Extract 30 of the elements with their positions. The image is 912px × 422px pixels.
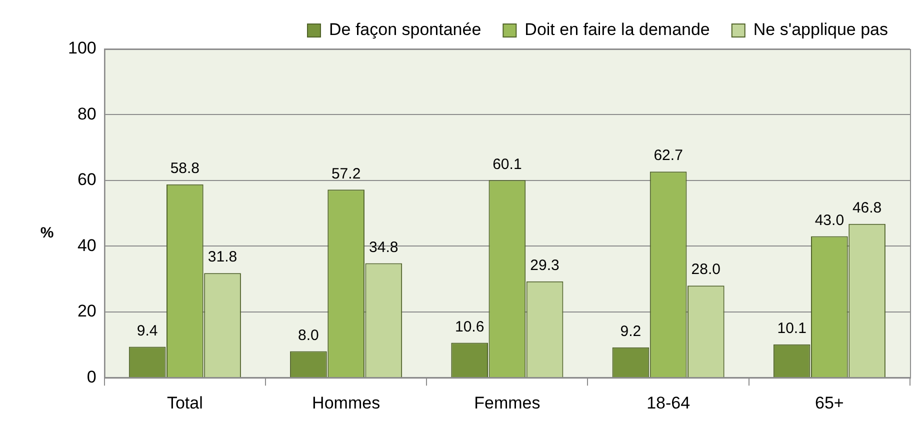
y-tick-label: 0 xyxy=(86,367,96,386)
legend-label: Ne s'applique pas xyxy=(753,20,888,40)
data-label: 43.0 xyxy=(814,212,844,229)
y-tick-label: 80 xyxy=(77,104,96,124)
data-label: 31.8 xyxy=(208,248,238,266)
legend-label: Doit en faire la demande xyxy=(524,20,710,40)
x-tick-label: Femmes xyxy=(474,393,540,412)
data-label: 8.0 xyxy=(298,326,319,344)
x-tick-label: 18-64 xyxy=(646,393,690,412)
data-label: 9.2 xyxy=(620,323,642,340)
y-tick-label: 40 xyxy=(77,236,96,255)
data-label: 34.8 xyxy=(369,238,398,256)
data-label: 57.2 xyxy=(331,165,361,182)
data-label: 62.7 xyxy=(654,147,683,164)
y-tick-label: 20 xyxy=(77,302,96,321)
data-label: 29.3 xyxy=(530,256,560,274)
legend-label: De façon spontanée xyxy=(328,20,482,40)
x-tick-label: Hommes xyxy=(312,393,380,412)
data-label: 46.8 xyxy=(852,199,882,216)
data-label: 58.8 xyxy=(170,160,200,178)
data-label: 10.6 xyxy=(454,318,484,336)
y-axis-title: % xyxy=(40,224,54,242)
data-label: 9.4 xyxy=(136,322,158,340)
x-tick-label: 65+ xyxy=(815,393,844,412)
data-label: 60.1 xyxy=(492,156,522,173)
data-label: 28.0 xyxy=(691,261,721,278)
y-tick-label: 100 xyxy=(68,38,96,58)
data-label: 10.1 xyxy=(777,320,806,338)
x-tick-label: Total xyxy=(166,393,203,412)
y-tick-label: 60 xyxy=(77,170,96,190)
